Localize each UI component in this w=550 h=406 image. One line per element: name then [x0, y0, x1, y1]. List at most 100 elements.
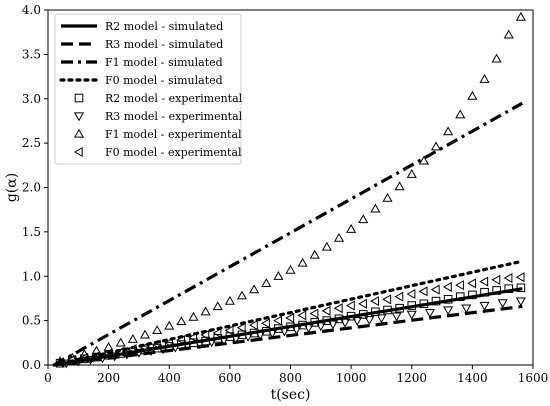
- series-f0-model-experimental: [54, 272, 525, 368]
- legend-item-f1-model-experimental: F1 model - experimental: [73, 128, 242, 141]
- series-f1-model-experimental: [55, 11, 526, 366]
- data-point-r3-model-experimental: [109, 352, 120, 362]
- y-tick-label: 1.5: [22, 225, 41, 239]
- data-point-f1-model-experimental: [491, 53, 502, 63]
- data-point-r3-model-experimental: [133, 348, 144, 358]
- data-point-r3-model-experimental: [182, 341, 193, 351]
- data-point-f1-model-experimental: [333, 232, 345, 242]
- data-point-f1-model-experimental: [358, 214, 369, 224]
- data-point-f1-model-experimental: [467, 90, 478, 100]
- data-point-f0-model-experimental: [297, 310, 307, 321]
- data-point-f0-model-experimental: [115, 346, 125, 357]
- legend-label: F1 model - experimental: [105, 128, 242, 141]
- data-point-f0-model-experimental: [127, 343, 137, 355]
- data-point-r2-model-experimental: [443, 295, 453, 304]
- data-point-r3-model-experimental: [364, 316, 375, 325]
- data-point-f1-model-experimental: [285, 264, 296, 274]
- x-tick-label: 0: [44, 371, 52, 385]
- data-point-f1-model-experimental: [515, 11, 526, 21]
- data-point-r3-model-experimental: [267, 329, 278, 339]
- legend-label: F0 model - simulated: [105, 74, 223, 87]
- data-point-r2-model-experimental: [455, 292, 465, 301]
- data-point-f0-model-experimental: [479, 276, 489, 287]
- data-point-f1-model-experimental: [321, 241, 332, 251]
- data-point-f0-model-experimental: [67, 354, 76, 365]
- data-point-f0-model-experimental: [103, 348, 113, 359]
- x-tick-label: 1200: [396, 371, 427, 385]
- data-point-r3-model-experimental: [194, 340, 205, 349]
- data-point-r3-model-experimental: [303, 324, 314, 333]
- data-point-r2-model-experimental: [516, 283, 526, 293]
- y-tick-label: 0.0: [22, 358, 41, 372]
- legend-label: R3 model - simulated: [105, 38, 223, 51]
- data-point-r3-model-experimental: [218, 336, 229, 346]
- data-point-r3-model-experimental: [340, 318, 351, 328]
- data-point-r2-model-experimental: [492, 286, 501, 295]
- data-point-f1-model-experimental: [176, 316, 187, 326]
- y-tick-label: 2.5: [22, 136, 41, 150]
- chart-marks: [52, 11, 526, 369]
- data-point-f0-model-experimental: [406, 288, 416, 300]
- data-point-f1-model-experimental: [249, 284, 260, 294]
- data-point-f1-model-experimental: [103, 342, 114, 351]
- data-point-f1-model-experimental: [503, 29, 514, 39]
- data-point-r2-model-experimental: [371, 307, 380, 317]
- data-point-f1-model-experimental: [273, 271, 284, 280]
- data-point-r3-model-experimental: [158, 345, 169, 355]
- data-point-f1-model-experimental: [394, 181, 405, 191]
- data-point-f0-model-experimental: [164, 337, 173, 348]
- data-point-r3-model-experimental: [497, 299, 508, 309]
- data-point-r3-model-experimental: [291, 325, 302, 335]
- legend-label: F1 model - simulated: [105, 56, 223, 69]
- data-point-r2-model-experimental: [419, 299, 429, 309]
- data-point-f0-model-experimental: [54, 357, 64, 368]
- legend-item-r2-model-experimental: R2 model - experimental: [74, 92, 243, 105]
- data-point-r3-model-experimental: [391, 312, 402, 322]
- data-point-r3-model-experimental: [443, 306, 454, 316]
- legend-label: R3 model - experimental: [105, 110, 243, 123]
- data-point-f1-model-experimental: [164, 320, 175, 330]
- data-point-r3-model-experimental: [85, 356, 96, 365]
- y-tick-label: 3.5: [22, 47, 41, 61]
- data-point-f1-model-experimental: [455, 109, 466, 119]
- data-point-r3-model-experimental: [461, 304, 472, 314]
- data-point-f0-model-experimental: [503, 272, 513, 284]
- data-point-f1-model-experimental: [188, 311, 199, 321]
- data-point-r3-model-experimental: [255, 331, 266, 341]
- data-point-f0-model-experimental: [321, 305, 331, 316]
- data-point-r2-model-experimental: [504, 284, 514, 293]
- data-point-f0-model-experimental: [333, 303, 343, 314]
- data-point-f1-model-experimental: [236, 290, 248, 300]
- data-point-f1-model-experimental: [261, 278, 272, 287]
- series-r3-model-experimental: [61, 297, 526, 369]
- x-tick-label: 1600: [518, 371, 549, 385]
- legend-item-r3-model-experimental: R3 model - experimental: [73, 110, 243, 123]
- data-point-r3-model-experimental: [279, 327, 290, 337]
- y-tick-label: 1.0: [22, 269, 41, 283]
- data-point-f0-model-experimental: [370, 296, 380, 307]
- data-point-f0-model-experimental: [309, 308, 319, 319]
- legend-label: F0 model - experimental: [105, 146, 242, 159]
- legend-item-f0-model-simulated: F0 model - simulated: [59, 74, 223, 87]
- legend-box: [54, 13, 242, 165]
- data-point-f1-model-experimental: [418, 155, 429, 165]
- data-point-f0-model-experimental: [248, 320, 258, 331]
- x-tick-label: 400: [158, 371, 181, 385]
- x-tick-label: 1000: [336, 371, 367, 385]
- data-point-f0-model-experimental: [418, 286, 428, 297]
- data-point-f1-model-experimental: [152, 325, 163, 335]
- legend-item-f1-model-simulated: F1 model - simulated: [61, 56, 223, 69]
- x-axis: 0 200 400 600 800 1000 1200 1400 1600: [44, 365, 548, 385]
- data-point-r3-model-experimental: [97, 354, 108, 364]
- data-point-f1-model-experimental: [139, 329, 151, 339]
- data-point-r2-model-experimental: [431, 296, 441, 306]
- data-point-r3-model-experimental: [327, 320, 338, 330]
- data-point-r3-model-experimental: [479, 301, 490, 311]
- data-point-f0-model-experimental: [212, 327, 222, 339]
- x-tick-label: 1400: [457, 371, 488, 385]
- data-point-f0-model-experimental: [224, 325, 234, 336]
- data-point-f1-model-experimental: [297, 257, 308, 267]
- data-point-r3-model-experimental: [243, 332, 254, 342]
- legend-swatch: [73, 146, 83, 158]
- data-point-f1-model-experimental: [309, 249, 320, 259]
